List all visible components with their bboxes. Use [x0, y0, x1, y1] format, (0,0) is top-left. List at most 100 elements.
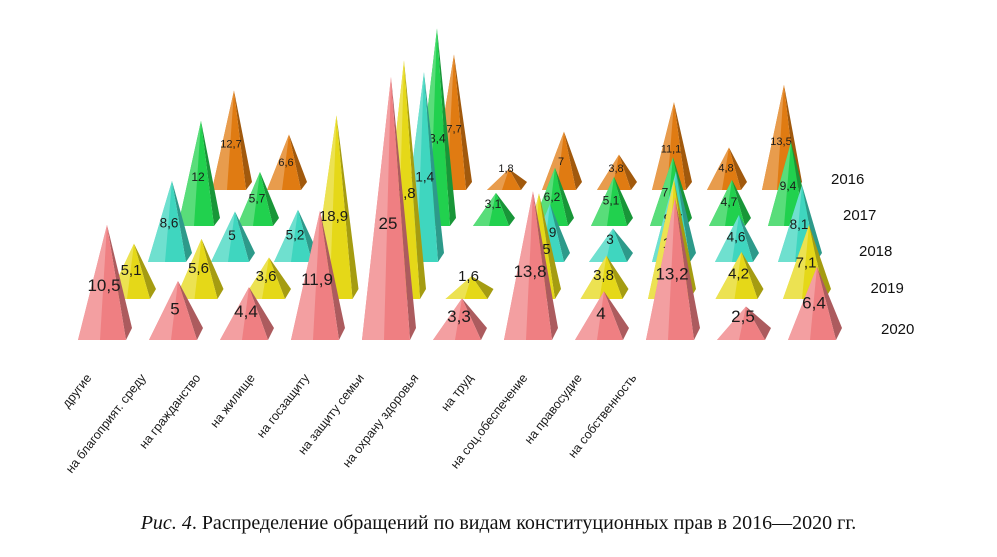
pyramid-2016-2: 6,6: [267, 134, 307, 190]
pyramid-2017-6: 3,1: [473, 192, 515, 226]
category-label-8: на труд: [438, 371, 476, 414]
pyramid-side-face: [424, 72, 444, 262]
pyramid-side-face: [391, 77, 416, 340]
pyramid-highlight: [542, 131, 564, 190]
pyramid-2019-2: 5,6: [175, 238, 224, 299]
value-label-2016-7: 7: [558, 156, 564, 168]
pyramid-highlight: [175, 238, 202, 299]
pyramid-2018-2: 5: [211, 211, 255, 262]
pyramid-side-face: [509, 169, 527, 190]
pyramid-side-face: [674, 102, 692, 190]
value-label-2017-6: 3,1: [485, 197, 502, 211]
pyramid-2018-10: 4,6: [715, 214, 759, 262]
value-label-2019-3: 3,6: [256, 268, 277, 285]
value-label-2020-1: 10,5: [87, 276, 120, 295]
pyramid-2020-7: 13,8: [504, 191, 558, 340]
pyramid-highlight: [291, 210, 320, 340]
value-label-2016-11: 13,5: [770, 136, 791, 148]
value-label-2018-1: 8,6: [160, 215, 179, 230]
pyramid-highlight: [783, 224, 809, 299]
pyramid-2020-6: 3,3: [433, 298, 487, 340]
pyramid-2020-5: 25: [362, 77, 416, 340]
value-label-2016-10: 4,8: [718, 162, 733, 174]
pyramid-highlight: [148, 180, 172, 262]
value-label-2018-8: 3: [606, 232, 614, 247]
pyramid-2018-1: 8,6: [148, 180, 192, 262]
value-label-2016-9: 11,1: [661, 143, 682, 155]
row-year-label-2018: 2018: [859, 243, 892, 260]
pyramid-side-face: [604, 291, 629, 340]
pyramid-highlight: [211, 211, 235, 262]
pyramid-side-face: [741, 251, 764, 299]
pyramid-2020-8: 4: [575, 291, 629, 340]
pyramid-highlight: [433, 298, 462, 340]
pyramid-2016-10: 4,8: [707, 147, 747, 190]
pyramid-side-face: [613, 228, 633, 262]
category-label-10: на правосудие: [522, 371, 585, 446]
value-label-2019-10: 4,2: [728, 266, 749, 283]
value-label-2018-10: 4,6: [727, 230, 746, 245]
value-label-2020-11: 6,4: [802, 294, 826, 313]
pyramid-highlight: [504, 191, 533, 340]
value-label-2017-7: 6,2: [544, 190, 561, 204]
value-label-2019-2: 5,6: [188, 260, 209, 277]
value-label-2017-8: 5,1: [603, 194, 620, 208]
pyramid-highlight: [778, 185, 802, 262]
pyramid-side-face: [619, 154, 637, 190]
pyramid-highlight: [212, 90, 234, 190]
pyramid-side-face: [802, 185, 822, 262]
caption-fig-label: Рис. 4: [140, 512, 192, 534]
pyramid-highlight: [589, 228, 613, 262]
pyramid-2019-8: 3,8: [580, 255, 629, 299]
pyramid-highlight: [717, 306, 746, 340]
category-label-4: на жилище: [207, 371, 257, 430]
value-label-2019-4: 18,9: [319, 208, 348, 225]
pyramid-side-face: [729, 147, 747, 190]
value-label-2020-9: 13,2: [655, 264, 688, 283]
series-row-2020: 10,5 5 4,4 11,9 25 3,3 13,8 4 13,2 2,5 6,4 2020: [78, 77, 914, 340]
pyramid-2018-3: 5,2: [274, 209, 318, 262]
value-label-2020-7: 13,8: [513, 262, 546, 281]
pyramid-2020-11: 6,4: [788, 266, 842, 340]
pyramid-2019-3: 3,6: [243, 257, 291, 299]
pyramid-side-face: [289, 134, 307, 190]
pyramid-highlight: [274, 209, 298, 262]
value-label-2020-4: 11,9: [301, 270, 333, 289]
value-label-2016-6: 1,8: [498, 163, 513, 175]
pyramid-side-face: [614, 176, 633, 226]
pyramid-side-face: [784, 84, 802, 190]
pyramid-2016-9: 11,1: [652, 102, 692, 190]
value-label-2016-1: 12,7: [220, 139, 241, 151]
pyramid-highlight: [487, 169, 509, 190]
pyramid-side-face: [496, 192, 515, 226]
pyramid-highlight: [762, 84, 784, 190]
value-label-2017-1: 12: [191, 170, 205, 184]
pyramid-side-face: [817, 266, 842, 340]
pyramid-2020-2: 5: [149, 281, 203, 340]
pyramid-highlight: [237, 171, 260, 226]
pyramid-side-face: [462, 298, 487, 340]
pyramid-side-face: [107, 224, 132, 340]
pyramid-highlight: [709, 179, 732, 226]
pyramid-side-face: [676, 171, 696, 262]
pyramid-highlight: [652, 102, 674, 190]
pyramid-highlight: [575, 291, 604, 340]
pyramid-2020-9: 13,2: [646, 197, 700, 340]
value-label-2018-11: 8,1: [790, 217, 809, 232]
pyramid-side-face: [320, 210, 345, 340]
pyramid-side-face: [732, 179, 751, 226]
pyramid-2019-6: 1,6: [445, 268, 494, 299]
row-year-label-2019: 2019: [871, 280, 904, 297]
value-label-2018-3: 5,2: [286, 227, 305, 242]
pyramid-highlight: [149, 281, 178, 340]
pyramid-side-face: [454, 54, 472, 191]
pyramid-2017-2: 5,7: [237, 171, 279, 226]
pyramid-side-face: [134, 243, 156, 299]
pyramid-side-face: [234, 90, 252, 190]
pyramid-highlight: [310, 115, 337, 299]
category-label-1: другие: [59, 371, 94, 410]
value-label-2019-1: 5,1: [121, 262, 142, 279]
pyramid-2017-10: 4,7: [709, 179, 751, 226]
